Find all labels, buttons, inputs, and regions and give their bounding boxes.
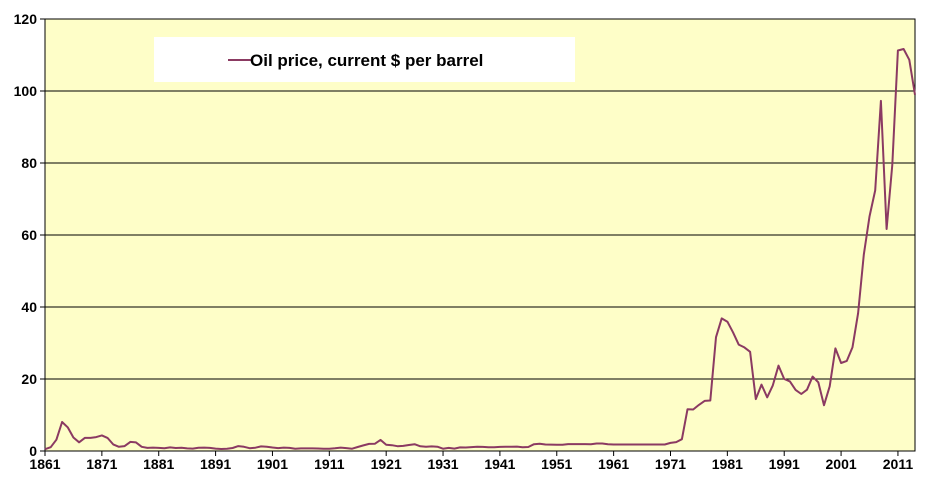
x-tick-label: 1881 xyxy=(143,456,174,472)
x-tick-label: 2001 xyxy=(826,456,857,472)
y-tick-label: 100 xyxy=(14,83,38,99)
series-layer xyxy=(44,48,916,451)
legend: Oil price, current $ per barrel xyxy=(154,37,575,82)
x-tick-label: 1951 xyxy=(541,456,572,472)
y-tick-label: 0 xyxy=(29,443,37,459)
x-tick-label: 1991 xyxy=(769,456,800,472)
x-tick-label: 1941 xyxy=(484,456,515,472)
legend-label: Oil price, current $ per barrel xyxy=(250,51,483,70)
series-line-0 xyxy=(44,48,916,451)
y-tick-label: 120 xyxy=(14,11,38,27)
y-axis-tick-labels: 0 20 40 60 80 100 120 xyxy=(14,11,45,459)
x-tick-label: 1871 xyxy=(86,456,117,472)
x-tick-label: 1901 xyxy=(257,456,288,472)
x-tick-label: 1891 xyxy=(200,456,231,472)
x-tick-label: 1981 xyxy=(712,456,743,472)
y-tick-label: 20 xyxy=(21,371,37,387)
gridlines xyxy=(45,18,915,380)
x-tick-label: 1861 xyxy=(29,456,60,472)
x-tick-label: 2011 xyxy=(883,456,914,472)
x-tick-label: 1931 xyxy=(427,456,458,472)
x-tick-label: 1961 xyxy=(598,456,629,472)
x-tick-label: 1971 xyxy=(655,456,686,472)
x-tick-label: 1911 xyxy=(314,456,345,472)
x-axis-tick-labels: 1861 1871 1881 1891 1901 1911 1921 1931 1941 1951… xyxy=(29,451,913,472)
y-tick-label: 60 xyxy=(21,227,37,243)
legend-box xyxy=(154,37,575,82)
y-tick-label: 80 xyxy=(21,155,37,171)
x-tick-label: 1921 xyxy=(371,456,402,472)
y-tick-label: 40 xyxy=(21,299,37,315)
